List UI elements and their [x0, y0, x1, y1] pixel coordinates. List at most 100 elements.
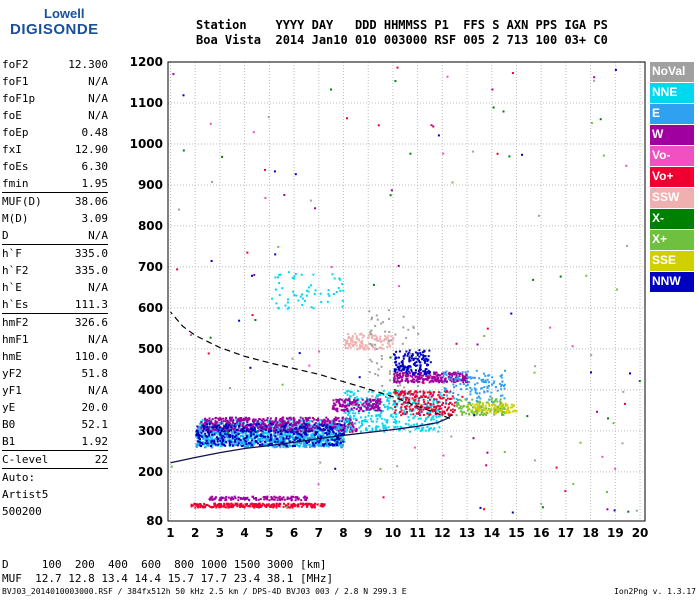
echo-point [382, 389, 385, 392]
echo-point [316, 436, 319, 439]
echo-point [410, 424, 413, 427]
noise-point [532, 278, 535, 281]
echo-point [295, 437, 298, 439]
echo-point [235, 423, 238, 426]
echo-point [421, 429, 424, 432]
echo-point [448, 371, 451, 374]
echo-point [427, 369, 430, 372]
echo-point [351, 427, 353, 430]
echo-point [419, 365, 422, 368]
echo-point [305, 418, 308, 421]
echo-point [405, 408, 408, 411]
echo-point [290, 498, 293, 501]
echo-point [271, 445, 274, 448]
echo-point [323, 443, 325, 446]
echo-point [422, 394, 425, 397]
echo-point [346, 427, 349, 430]
param-label: B1 [2, 435, 16, 448]
echo-point [425, 358, 428, 361]
echo-point [395, 360, 397, 363]
echo-point [345, 346, 348, 349]
echo-point [376, 400, 379, 403]
echo-point [322, 432, 325, 435]
echo-point [256, 425, 259, 428]
echo-point [461, 371, 464, 374]
echo-point [222, 441, 225, 444]
echo-point [204, 421, 206, 424]
echo-point [198, 441, 201, 444]
echo-point [304, 416, 307, 419]
echo-point [292, 437, 295, 439]
echo-point [490, 398, 493, 401]
echo-point [212, 506, 215, 508]
echo-point [288, 437, 291, 440]
echo-point [360, 408, 363, 411]
echo-point [349, 429, 352, 432]
echo-point [202, 424, 205, 427]
echo-point [293, 445, 296, 447]
echo-point [424, 368, 427, 371]
echo-point [499, 394, 502, 397]
echo-point [201, 443, 204, 445]
echo-point [346, 424, 349, 427]
echo-point [466, 405, 469, 408]
echo-point [478, 392, 481, 395]
echo-point [355, 396, 358, 399]
echo-point [371, 344, 374, 347]
echo-point [472, 376, 474, 379]
echo-point [329, 427, 332, 430]
echo-point [288, 440, 291, 443]
echo-point [478, 401, 481, 404]
echo-point [243, 437, 245, 440]
echo-point [295, 430, 298, 433]
echo-point [258, 425, 261, 428]
echo-point [395, 413, 397, 416]
echo-point [408, 351, 411, 354]
noise-point [607, 417, 609, 420]
echo-point [266, 498, 269, 501]
echo-point [390, 335, 393, 338]
echo-point [435, 414, 438, 417]
echo-point [493, 380, 496, 383]
echo-point [301, 293, 304, 296]
version-label: Ion2Png v. 1.3.17 [614, 587, 696, 596]
noise-point [277, 245, 280, 248]
x-tick-label: 20 [632, 526, 649, 540]
echo-point [327, 429, 330, 432]
echo-point [288, 435, 291, 438]
echo-point [353, 398, 356, 401]
echo-point [377, 395, 380, 398]
echo-point [269, 440, 272, 443]
echo-point [352, 394, 355, 396]
echo-point [321, 424, 324, 427]
echo-point [244, 443, 247, 446]
echo-point [328, 435, 331, 438]
echo-point [298, 445, 301, 448]
echo-point [424, 371, 426, 374]
echo-point [269, 420, 272, 423]
echo-point [416, 423, 418, 426]
echo-point [371, 404, 374, 407]
y-tick-label: 1200 [130, 55, 163, 69]
echo-point [249, 436, 252, 439]
echo-point [380, 409, 383, 412]
echo-point [281, 498, 284, 501]
echo-point [276, 421, 279, 424]
y-tick-label: 700 [138, 260, 163, 274]
noise-point [442, 152, 445, 155]
noise-point [599, 118, 602, 121]
echo-point [375, 427, 378, 430]
polarization-legend: NoVal NNE E W Vo- Vo+ SSW X- X+ SSE NNW [650, 62, 694, 293]
echo-point [219, 497, 222, 500]
echo-point [234, 497, 237, 500]
echo-point [434, 372, 437, 375]
echo-point [321, 503, 324, 505]
echo-point [364, 400, 367, 403]
echo-point [428, 349, 431, 352]
echo-point [350, 391, 352, 393]
echo-point [365, 397, 368, 399]
echo-point [346, 426, 349, 429]
echo-point [297, 505, 300, 508]
echo-point [491, 403, 494, 406]
echo-point [437, 404, 440, 407]
